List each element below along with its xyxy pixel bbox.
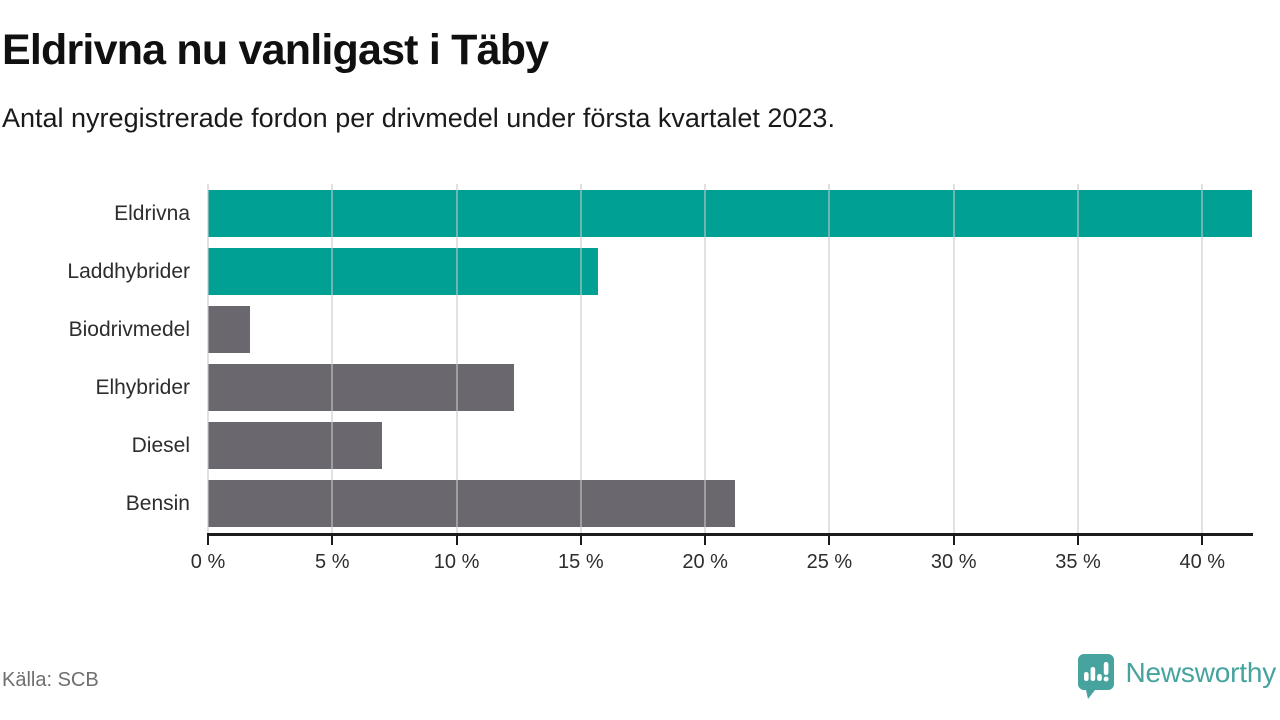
x-axis-line	[207, 533, 1253, 536]
x-axis-tick-label: 20 %	[682, 551, 728, 573]
x-axis-tick	[1077, 536, 1079, 545]
gridline	[1201, 184, 1204, 533]
x-axis-tick	[331, 536, 334, 545]
bar	[208, 305, 251, 353]
category-label: Elhybrider	[95, 376, 190, 400]
gridline	[828, 184, 831, 533]
category-label: Eldrivna	[114, 201, 190, 225]
gridline	[331, 184, 334, 533]
category-label: Diesel	[131, 434, 190, 458]
bar	[208, 247, 599, 295]
gridline	[952, 184, 955, 533]
x-axis-tick	[828, 536, 831, 545]
newsworthy-logo-icon	[1076, 652, 1116, 700]
category-label: Biodrivmedel	[68, 317, 190, 341]
x-axis-tick-label: 10 %	[433, 551, 480, 573]
brand-footer: Newsworthy	[1076, 650, 1276, 702]
x-axis-tick-label: 35 %	[1055, 551, 1101, 573]
brand-name: Newsworthy	[1125, 657, 1277, 688]
category-label: Laddhybrider	[67, 259, 190, 283]
x-axis-tick-label: 40 %	[1179, 551, 1226, 573]
bar	[208, 422, 382, 470]
gridline	[1077, 184, 1079, 533]
x-axis-tick	[455, 536, 458, 545]
gridline	[704, 184, 707, 533]
gridline	[207, 184, 209, 533]
x-axis-tick	[207, 536, 209, 545]
x-axis-tick-label: 30 %	[930, 551, 977, 573]
x-axis-tick-label: 0 %	[190, 551, 226, 573]
x-axis-tick	[1201, 536, 1204, 545]
source-note: Källa: SCB	[2, 669, 99, 691]
x-axis-tick	[704, 536, 707, 545]
x-axis-tick-label: 25 %	[806, 551, 853, 573]
bar	[208, 364, 514, 412]
gridline	[455, 184, 458, 533]
chart-subtitle: Antal nyregistrerade fordon per drivmede…	[2, 103, 835, 133]
gridline	[579, 184, 582, 533]
category-label: Bensin	[125, 492, 190, 516]
x-axis-tick	[952, 536, 955, 545]
bar	[208, 189, 1252, 237]
x-axis-tick-label: 15 %	[558, 551, 604, 573]
page-title: Eldrivna nu vanligast i Täby	[2, 26, 549, 74]
bar	[208, 480, 735, 528]
x-axis-tick	[579, 536, 582, 545]
x-axis-tick-label: 5 %	[315, 551, 350, 573]
